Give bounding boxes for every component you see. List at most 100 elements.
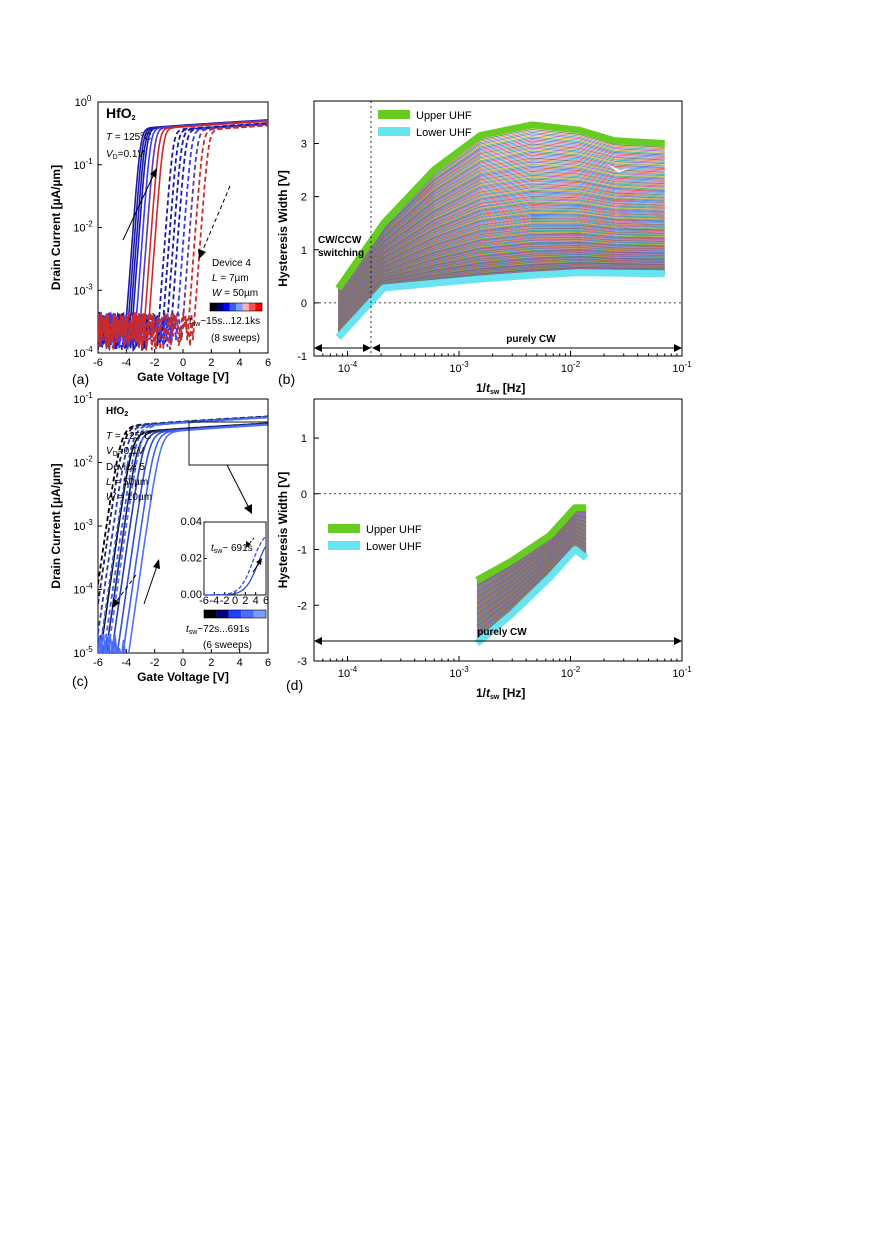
zoom-arrow-head xyxy=(244,504,252,514)
inset-y-tick-label: 0.04 xyxy=(181,516,202,528)
colorbar-swatch xyxy=(216,610,229,618)
x-tick-label: 4 xyxy=(237,357,243,369)
y-axis-label: Drain Current [µA/µm] xyxy=(49,165,63,290)
uhf-line xyxy=(337,199,665,314)
uhf-line xyxy=(337,186,665,309)
uhf-line xyxy=(337,227,665,323)
x-tick-label: -6 xyxy=(93,357,103,369)
legend-label-lower: Lower UHF xyxy=(366,541,422,553)
x-tick-label: 10-4 xyxy=(338,665,358,680)
x-tick-label: -4 xyxy=(121,657,131,669)
uhf-line xyxy=(337,214,665,319)
x-tick-label: 10-3 xyxy=(449,360,469,375)
curves xyxy=(98,119,268,353)
x-tick-label: 6 xyxy=(265,657,271,669)
drain-bias-label: VD=0.1V xyxy=(106,446,144,458)
y-axis-label: Drain Current [µA/µm] xyxy=(49,463,63,588)
down-sweep-curve xyxy=(98,123,268,349)
temperature-label: T = 125oC xyxy=(106,131,151,143)
uhf-line xyxy=(337,164,665,302)
down-sweep-curve xyxy=(98,123,268,350)
length-label: L = 50µm xyxy=(106,477,148,488)
inset-arrow-up-head xyxy=(256,558,262,565)
inset-x-tick-label: 4 xyxy=(253,595,259,607)
up-sweep-curve xyxy=(98,424,268,653)
band-notch xyxy=(606,163,632,173)
x-axis-label: Gate Voltage [V] xyxy=(137,370,229,384)
x-tick-label: 2 xyxy=(208,357,214,369)
regime-arrow-head-left xyxy=(314,637,322,645)
y-tick-label: 1 xyxy=(301,245,307,257)
arrow-up xyxy=(143,565,158,605)
y-tick-label: -1 xyxy=(297,351,307,363)
colorbar-swatch xyxy=(253,610,266,618)
x-tick-label: -2 xyxy=(150,357,160,369)
uhf-line xyxy=(337,158,665,300)
uhf-line xyxy=(337,140,665,295)
width-label: W = 10µm xyxy=(106,492,152,503)
uhf-line xyxy=(337,188,665,310)
material-label: HfO2 xyxy=(106,406,128,418)
panel-label: (d) xyxy=(286,677,303,693)
y-tick-label: -1 xyxy=(297,545,307,557)
legend-swatch-upper xyxy=(378,110,410,119)
uhf-line xyxy=(337,136,665,293)
uhf-line xyxy=(337,170,665,304)
arrow-down xyxy=(115,574,137,603)
y-tick-label: 0 xyxy=(301,298,307,310)
colorbar-swatch xyxy=(249,303,256,311)
legend-swatch-lower xyxy=(378,127,410,136)
uhf-line xyxy=(337,208,665,317)
sweep-count-label: (8 sweeps) xyxy=(211,333,260,344)
x-tick-label: 6 xyxy=(265,357,271,369)
uhf-line xyxy=(337,176,665,306)
uhf-line xyxy=(337,211,665,318)
curves xyxy=(98,415,268,653)
uhf-line xyxy=(337,183,665,309)
uhf-line xyxy=(337,150,665,298)
uhf-line xyxy=(337,173,665,305)
uhf-line xyxy=(337,139,665,294)
device-label: Device 4 xyxy=(212,258,251,269)
legend-swatch-upper xyxy=(328,524,360,533)
hysteresis-band xyxy=(337,124,665,338)
colorbar-swatch xyxy=(216,303,223,311)
y-tick-label: 3 xyxy=(301,139,307,151)
uhf-line xyxy=(337,174,665,306)
uhf-line xyxy=(337,146,665,296)
down-sweep-curve xyxy=(98,415,268,585)
sweep-count-label: (6 sweeps) xyxy=(203,640,252,651)
uhf-line xyxy=(337,200,665,314)
uhf-line xyxy=(337,201,665,314)
uhf-line xyxy=(337,162,665,302)
inset-x-tick-label: 6 xyxy=(263,595,269,607)
y-tick-label: -3 xyxy=(297,656,307,668)
panel-label: (a) xyxy=(72,371,89,387)
uhf-line xyxy=(337,221,665,321)
down-sweep-curve xyxy=(98,124,268,351)
arrow-down-head xyxy=(198,249,206,259)
panel-label: (b) xyxy=(278,371,295,387)
lower-uhf-line xyxy=(474,546,589,646)
uhf-line xyxy=(337,198,665,313)
y-tick-label: 10-2 xyxy=(73,220,93,235)
switch-arrow-head-right xyxy=(363,344,371,352)
x-tick-label: 0 xyxy=(180,657,186,669)
uhf-line xyxy=(337,187,665,310)
colorbar-swatch xyxy=(229,303,236,311)
colorbar-frame xyxy=(203,609,267,619)
y-axis-label: Hysteresis Width [V] xyxy=(276,170,290,287)
upper-uhf-line xyxy=(335,121,665,291)
y-tick-label: 0 xyxy=(301,489,307,501)
inset-frame xyxy=(203,521,267,596)
width-label: W = 50µm xyxy=(212,288,258,299)
colorbar-swatch xyxy=(241,610,254,618)
uhf-line xyxy=(337,184,665,309)
x-tick-label: -6 xyxy=(93,657,103,669)
uhf-line xyxy=(337,160,665,301)
colorbar-swatch xyxy=(204,610,217,618)
arrow-up xyxy=(122,173,155,241)
legend-swatch-lower xyxy=(328,541,360,550)
plot-frame xyxy=(313,398,683,662)
